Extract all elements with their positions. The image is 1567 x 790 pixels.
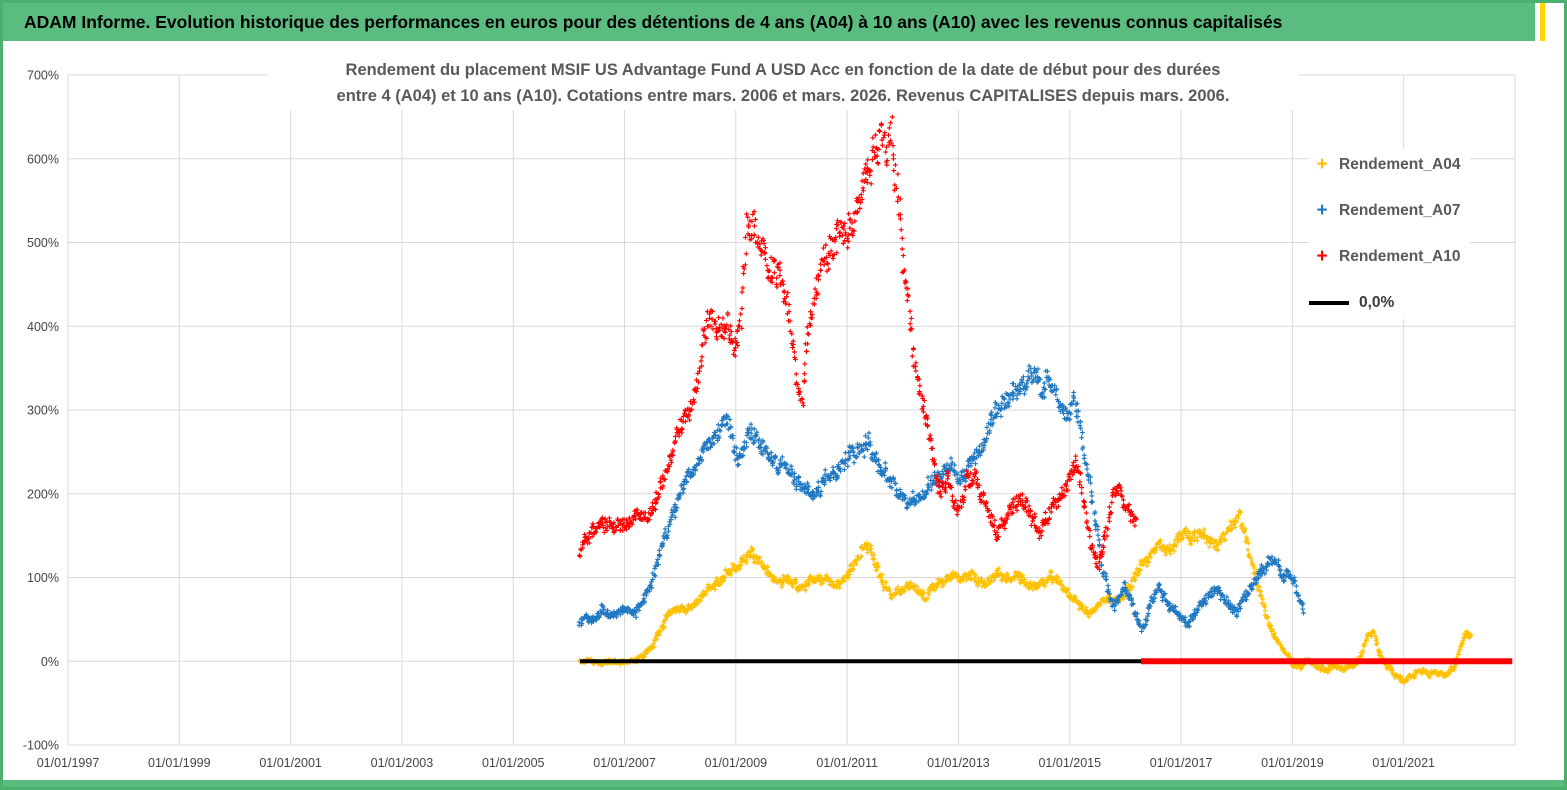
svg-text:300%: 300% — [27, 404, 59, 418]
legend-label-a07: Rendement_A07 — [1339, 202, 1461, 219]
header-accent-yellow — [1540, 3, 1545, 41]
header-bar: ADAM Informe. Evolution historique des p… — [3, 3, 1535, 41]
zero-line-sample-icon — [1309, 301, 1349, 305]
legend-item-rendement-a04: + Rendement_A04 — [1309, 153, 1460, 177]
svg-text:400%: 400% — [27, 320, 59, 334]
svg-text:01/01/2013: 01/01/2013 — [927, 756, 990, 770]
plus-marker-icon: + — [1316, 154, 1328, 175]
svg-text:01/01/2005: 01/01/2005 — [482, 756, 545, 770]
series-rendement_a07 — [576, 363, 1306, 634]
series-rendement_a10 — [577, 114, 1139, 572]
svg-text:01/01/2011: 01/01/2011 — [816, 756, 878, 770]
svg-text:01/01/2001: 01/01/2001 — [259, 756, 322, 770]
legend-item-rendement-a07: + Rendement_A07 — [1309, 199, 1460, 223]
svg-text:01/01/2021: 01/01/2021 — [1372, 756, 1435, 770]
footer-bar — [3, 780, 1564, 787]
series-markers — [576, 114, 1474, 686]
svg-text:01/01/2017: 01/01/2017 — [1150, 756, 1213, 770]
svg-text:01/01/2015: 01/01/2015 — [1038, 756, 1101, 770]
svg-text:01/01/1997: 01/01/1997 — [37, 756, 100, 770]
svg-text:01/01/2003: 01/01/2003 — [371, 756, 434, 770]
series-rendement_a04 — [577, 508, 1474, 686]
legend-label-a04: Rendement_A04 — [1339, 156, 1461, 173]
svg-text:01/01/2019: 01/01/2019 — [1261, 756, 1324, 770]
legend-item-zero-line: 0,0% — [1309, 291, 1460, 315]
svg-text:700%: 700% — [27, 69, 59, 83]
svg-text:01/01/1999: 01/01/1999 — [148, 756, 211, 770]
header-title: ADAM Informe. Evolution historique des p… — [24, 11, 1283, 32]
gridlines — [67, 74, 1516, 746]
svg-text:-100%: -100% — [23, 739, 59, 753]
svg-text:0%: 0% — [41, 655, 59, 669]
axis-tick-labels: 700% 600% 500% 400% 300% 200% 100% 0% -100% 01/01… — [23, 69, 1435, 771]
chart-legend: + Rendement_A04 + Rendement_A07 + Rendem… — [1309, 149, 1471, 319]
chart-title: Rendement du placement MSIF US Advantage… — [268, 57, 1298, 110]
chart-title-line2: entre 4 (A04) et 10 ans (A10). Cotations… — [336, 87, 1230, 106]
svg-text:100%: 100% — [27, 571, 59, 585]
legend-item-rendement-a10: + Rendement_A10 — [1309, 245, 1460, 269]
svg-text:01/01/2007: 01/01/2007 — [593, 756, 656, 770]
scatter-chart: 700% 600% 500% 400% 300% 200% 100% 0% -100% 01/01… — [23, 69, 1516, 771]
legend-label-a10: Rendement_A10 — [1339, 248, 1461, 265]
plus-marker-icon: + — [1316, 200, 1328, 221]
plus-marker-icon: + — [1316, 246, 1328, 267]
svg-text:200%: 200% — [27, 487, 59, 501]
svg-text:600%: 600% — [27, 152, 59, 166]
svg-text:500%: 500% — [27, 236, 59, 250]
svg-text:01/01/2009: 01/01/2009 — [705, 756, 768, 770]
legend-label-zero: 0,0% — [1359, 294, 1395, 311]
chart-title-line1: Rendement du placement MSIF US Advantage… — [345, 61, 1221, 79]
